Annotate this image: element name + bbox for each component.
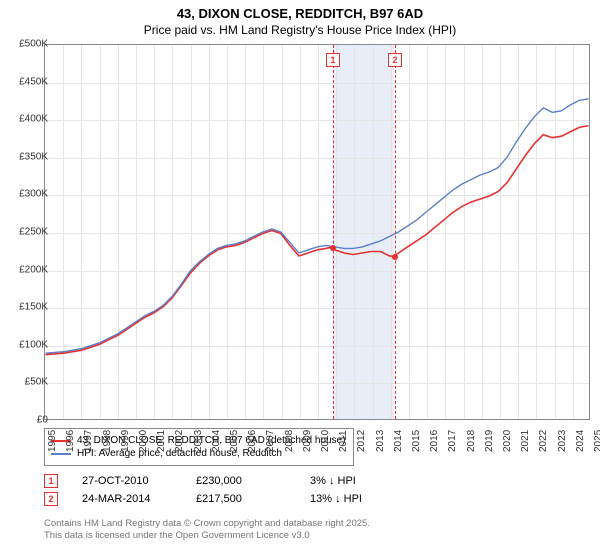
legend-swatch xyxy=(51,453,71,455)
y-axis-label: £100K xyxy=(19,339,48,350)
x-axis-label: 1999 xyxy=(120,430,131,452)
chart-title: 43, DIXON CLOSE, REDDITCH, B97 6AD xyxy=(0,6,600,21)
y-axis-label: £400K xyxy=(19,114,48,125)
footer-attribution: Contains HM Land Registry data © Crown c… xyxy=(44,518,370,543)
title-block: 43, DIXON CLOSE, REDDITCH, B97 6AD Price… xyxy=(0,0,600,41)
x-axis-label: 2012 xyxy=(356,430,367,452)
footer-line: Contains HM Land Registry data © Crown c… xyxy=(44,518,370,530)
x-axis-label: 1996 xyxy=(65,430,76,452)
plot-area: 12 xyxy=(44,44,590,420)
annotation-date: 27-OCT-2010 xyxy=(82,475,172,487)
annotation-delta: 13% ↓ HPI xyxy=(310,493,400,505)
y-axis-label: £450K xyxy=(19,76,48,87)
annotation-price: £217,500 xyxy=(196,493,286,505)
annotation-badge: 2 xyxy=(44,492,58,506)
y-axis-label: £350K xyxy=(19,151,48,162)
x-axis-label: 2011 xyxy=(338,430,349,452)
x-axis-label: 2001 xyxy=(156,430,167,452)
x-axis-label: 1997 xyxy=(83,430,94,452)
x-axis-label: 2007 xyxy=(265,430,276,452)
x-axis-label: 2010 xyxy=(320,430,331,452)
footer-line: This data is licensed under the Open Gov… xyxy=(44,530,370,542)
annotation-delta: 3% ↓ HPI xyxy=(310,475,400,487)
y-axis-label: £500K xyxy=(19,39,48,50)
x-axis-label: 2000 xyxy=(138,430,149,452)
annotation-price: £230,000 xyxy=(196,475,286,487)
y-axis-label: £250K xyxy=(19,227,48,238)
y-axis-label: £150K xyxy=(19,302,48,313)
x-axis-label: 2005 xyxy=(229,430,240,452)
x-axis-label: 2008 xyxy=(284,430,295,452)
annotation-badge: 1 xyxy=(44,474,58,488)
x-axis-label: 2014 xyxy=(393,430,404,452)
x-axis-label: 2006 xyxy=(247,430,258,452)
data-point xyxy=(330,245,336,251)
x-axis-label: 2016 xyxy=(429,430,440,452)
x-axis-label: 1998 xyxy=(102,430,113,452)
x-axis-label: 2024 xyxy=(575,430,586,452)
x-axis-label: 2020 xyxy=(502,430,513,452)
x-axis-label: 2017 xyxy=(447,430,458,452)
x-axis-label: 2009 xyxy=(302,430,313,452)
x-axis-label: 2019 xyxy=(484,430,495,452)
x-axis-label: 2021 xyxy=(520,430,531,452)
y-axis-label: £0 xyxy=(37,415,48,426)
data-point xyxy=(392,254,398,260)
marker-badge: 1 xyxy=(326,53,340,67)
x-axis-label: 2003 xyxy=(193,430,204,452)
x-axis-label: 2015 xyxy=(411,430,422,452)
x-axis-label: 2013 xyxy=(375,430,386,452)
y-axis-label: £50K xyxy=(25,377,48,388)
x-axis-label: 2004 xyxy=(211,430,222,452)
y-axis-label: £300K xyxy=(19,189,48,200)
annotation-table: 1 27-OCT-2010 £230,000 3% ↓ HPI 2 24-MAR… xyxy=(44,470,400,510)
annotation-date: 24-MAR-2014 xyxy=(82,493,172,505)
annotation-row: 2 24-MAR-2014 £217,500 13% ↓ HPI xyxy=(44,492,400,506)
x-axis-label: 2025 xyxy=(593,430,600,452)
chart-subtitle: Price paid vs. HM Land Registry's House … xyxy=(0,23,600,37)
x-axis-label: 1995 xyxy=(47,430,58,452)
x-axis-label: 2022 xyxy=(538,430,549,452)
annotation-row: 1 27-OCT-2010 £230,000 3% ↓ HPI xyxy=(44,474,400,488)
x-axis-label: 2023 xyxy=(557,430,568,452)
y-axis-label: £200K xyxy=(19,264,48,275)
x-axis-label: 2018 xyxy=(466,430,477,452)
chart-container: 43, DIXON CLOSE, REDDITCH, B97 6AD Price… xyxy=(0,0,600,560)
plot-svg xyxy=(45,45,589,419)
x-axis-label: 2002 xyxy=(174,430,185,452)
marker-badge: 2 xyxy=(388,53,402,67)
